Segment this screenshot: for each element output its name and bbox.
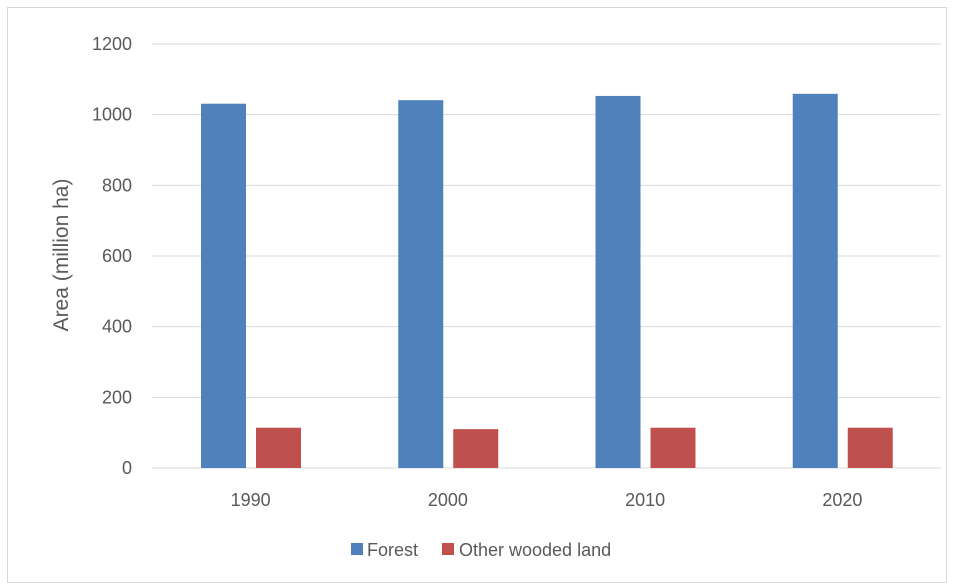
legend[interactable]: Forest Other wooded land [351,540,611,560]
y-tick-labels: 0 200 400 600 800 1000 1200 [92,34,132,478]
y-tick-label: 0 [122,458,132,478]
legend-swatch [442,543,454,555]
bars [201,93,893,469]
legend-item-other-wooded-land[interactable]: Other wooded land [442,540,611,560]
bar-forest-2000 [398,100,444,469]
x-tick-label: 2000 [428,490,468,510]
x-tick-label: 2020 [822,490,862,510]
y-tick-label: 800 [102,175,132,195]
x-tick-label: 1990 [231,490,271,510]
bar-other-wooded-land-2010 [650,427,696,468]
bar-forest-2020 [792,93,838,468]
x-tick-labels: 1990 2000 2010 2020 [231,490,863,510]
chart-frame [7,7,947,583]
bar-forest-1990 [201,103,246,469]
y-tick-label: 400 [102,317,132,337]
bar-other-wooded-land-2000 [453,429,499,468]
legend-swatch [351,543,363,555]
bar-other-wooded-land-2020 [847,427,893,468]
y-tick-label: 200 [102,387,132,407]
legend-label: Forest [367,540,418,560]
y-tick-label: 1200 [92,34,132,54]
legend-label: Other wooded land [459,540,611,560]
x-tick-label: 2010 [625,490,665,510]
y-tick-label: 1000 [92,105,132,125]
bar-forest-2010 [595,95,641,468]
legend-item-forest[interactable]: Forest [351,540,418,560]
y-tick-label: 600 [102,246,132,266]
bar-other-wooded-land-1990 [256,427,301,468]
y-axis-title: Area (million ha) [50,179,73,332]
